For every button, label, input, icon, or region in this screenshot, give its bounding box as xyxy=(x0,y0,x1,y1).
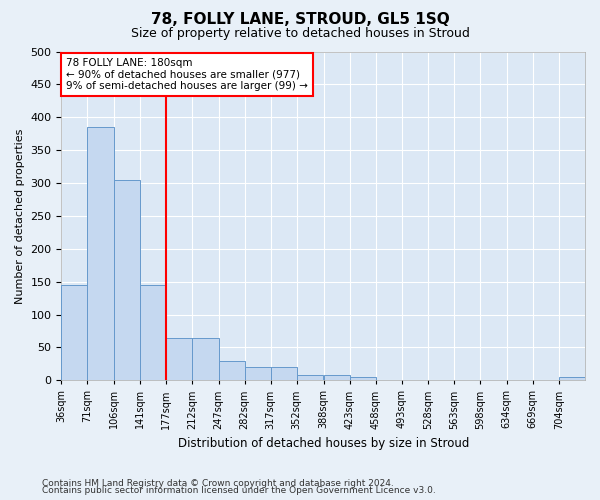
Text: Size of property relative to detached houses in Stroud: Size of property relative to detached ho… xyxy=(131,28,469,40)
Bar xyxy=(271,367,297,380)
Text: Contains public sector information licensed under the Open Government Licence v3: Contains public sector information licen… xyxy=(42,486,436,495)
Bar xyxy=(61,285,88,380)
Bar xyxy=(166,338,193,380)
Bar xyxy=(297,375,323,380)
Bar xyxy=(559,377,585,380)
Text: 78 FOLLY LANE: 180sqm
← 90% of detached houses are smaller (977)
9% of semi-deta: 78 FOLLY LANE: 180sqm ← 90% of detached … xyxy=(66,58,308,92)
Bar xyxy=(113,180,140,380)
Bar xyxy=(323,375,350,380)
X-axis label: Distribution of detached houses by size in Stroud: Distribution of detached houses by size … xyxy=(178,437,469,450)
Bar xyxy=(140,285,166,380)
Bar xyxy=(350,377,376,380)
Y-axis label: Number of detached properties: Number of detached properties xyxy=(15,128,25,304)
Bar xyxy=(193,338,218,380)
Text: Contains HM Land Registry data © Crown copyright and database right 2024.: Contains HM Land Registry data © Crown c… xyxy=(42,478,394,488)
Bar xyxy=(218,360,245,380)
Bar xyxy=(88,127,113,380)
Bar xyxy=(245,367,271,380)
Text: 78, FOLLY LANE, STROUD, GL5 1SQ: 78, FOLLY LANE, STROUD, GL5 1SQ xyxy=(151,12,449,28)
